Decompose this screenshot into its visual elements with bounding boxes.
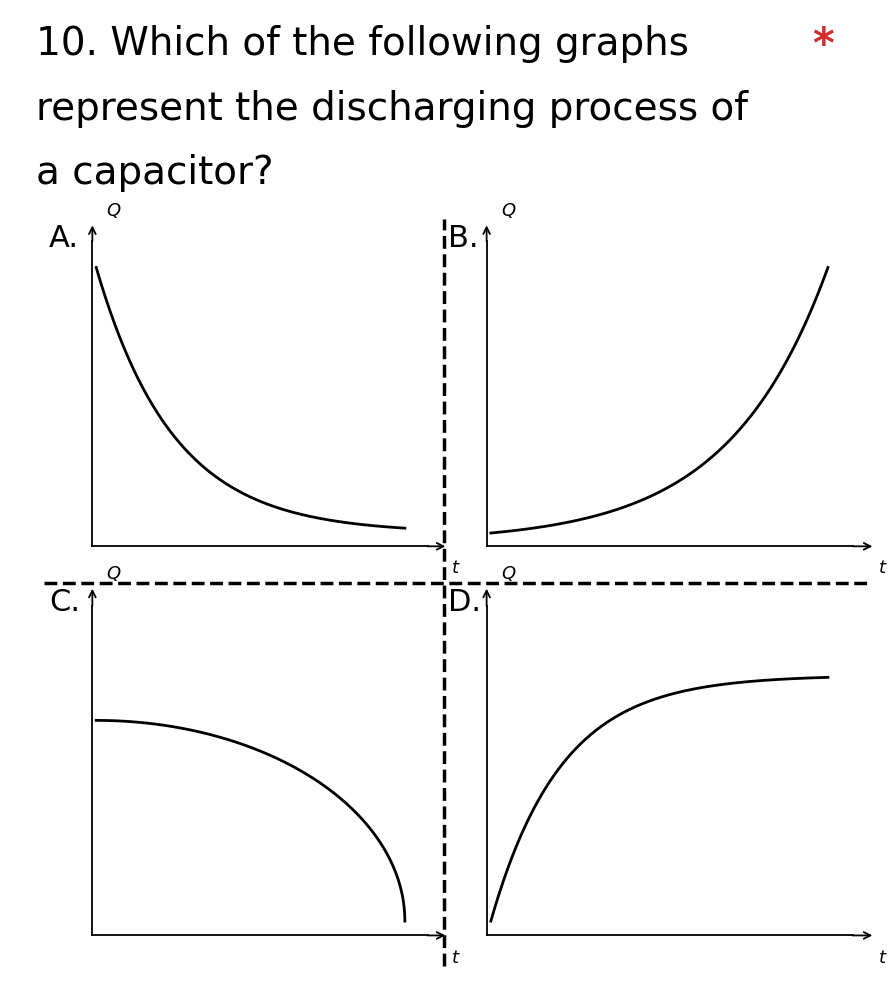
- Text: Q: Q: [106, 565, 120, 583]
- Text: t: t: [451, 948, 458, 967]
- Text: Q: Q: [106, 201, 120, 219]
- Text: D.: D.: [448, 588, 481, 617]
- Text: Q: Q: [502, 201, 515, 219]
- Text: t: t: [879, 559, 886, 577]
- Text: Q: Q: [502, 565, 515, 583]
- Text: C.: C.: [49, 588, 80, 617]
- Text: B.: B.: [448, 224, 479, 253]
- Text: a capacitor?: a capacitor?: [36, 154, 274, 192]
- Text: represent the discharging process of: represent the discharging process of: [36, 90, 748, 127]
- Text: t: t: [879, 948, 886, 967]
- Text: 10. Which of the following graphs: 10. Which of the following graphs: [36, 25, 688, 63]
- Text: A.: A.: [49, 224, 79, 253]
- Text: *: *: [813, 25, 834, 67]
- Text: t: t: [451, 559, 458, 577]
